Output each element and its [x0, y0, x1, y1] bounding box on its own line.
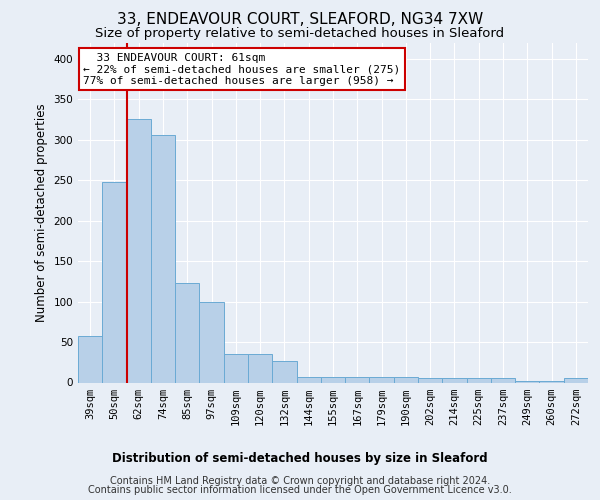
Bar — [272, 360, 296, 382]
Bar — [345, 377, 370, 382]
Bar — [515, 381, 539, 382]
Bar — [224, 354, 248, 382]
Bar — [248, 354, 272, 382]
Bar — [296, 377, 321, 382]
Bar — [491, 378, 515, 382]
Bar — [467, 378, 491, 382]
Bar — [127, 120, 151, 382]
Text: Size of property relative to semi-detached houses in Sleaford: Size of property relative to semi-detach… — [95, 28, 505, 40]
Bar — [175, 283, 199, 382]
Text: Contains HM Land Registry data © Crown copyright and database right 2024.: Contains HM Land Registry data © Crown c… — [110, 476, 490, 486]
Bar — [78, 336, 102, 382]
Text: Distribution of semi-detached houses by size in Sleaford: Distribution of semi-detached houses by … — [112, 452, 488, 465]
Text: 33 ENDEAVOUR COURT: 61sqm
← 22% of semi-detached houses are smaller (275)
77% of: 33 ENDEAVOUR COURT: 61sqm ← 22% of semi-… — [83, 52, 400, 86]
Text: Contains public sector information licensed under the Open Government Licence v3: Contains public sector information licen… — [88, 485, 512, 495]
Bar — [539, 381, 564, 382]
Bar — [418, 378, 442, 382]
Bar — [102, 182, 127, 382]
Bar — [394, 377, 418, 382]
Bar — [199, 302, 224, 382]
Bar — [442, 378, 467, 382]
Bar — [564, 378, 588, 382]
Bar — [321, 377, 345, 382]
Y-axis label: Number of semi-detached properties: Number of semi-detached properties — [35, 103, 48, 322]
Bar — [151, 135, 175, 382]
Bar — [370, 377, 394, 382]
Text: 33, ENDEAVOUR COURT, SLEAFORD, NG34 7XW: 33, ENDEAVOUR COURT, SLEAFORD, NG34 7XW — [117, 12, 483, 28]
